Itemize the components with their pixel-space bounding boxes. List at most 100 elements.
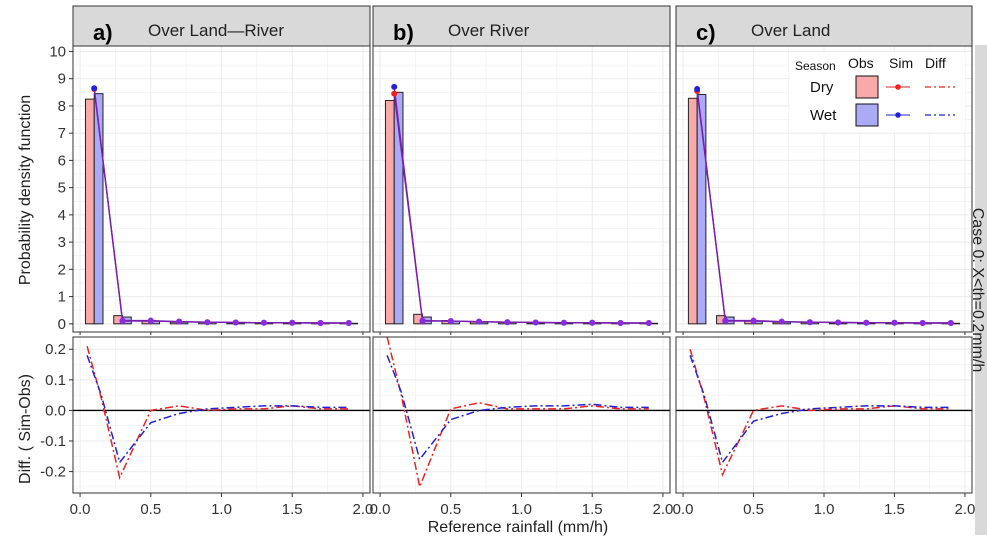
y-tick-label: 4	[58, 207, 66, 224]
sim-point-wet	[317, 320, 324, 327]
x-tick-label: 0.0	[370, 501, 391, 518]
diff-y-tick-label: -0.1	[40, 433, 66, 450]
diff-line-wet	[386, 355, 649, 461]
sim-line-wet	[393, 86, 649, 324]
sim-point-wet	[750, 318, 757, 325]
x-tick-label: 1.0	[511, 501, 532, 518]
panel-letter: c)	[696, 20, 716, 45]
bar-wet-obs	[696, 93, 707, 325]
diff-line-dry	[386, 336, 649, 490]
diff-line-dry	[86, 345, 349, 481]
x-tick-label: 1.0	[814, 501, 835, 518]
sim-point-wet	[694, 86, 701, 93]
panel-strip	[72, 5, 371, 47]
x-tick-label: 0.0	[70, 501, 91, 518]
diff-y-tick-label: 0.0	[45, 402, 66, 419]
x-tick-label: 2.0	[652, 501, 673, 518]
legend-sim-title: Sim	[889, 55, 913, 71]
sim-point-wet	[447, 318, 454, 325]
legend-wet-obs-key	[855, 103, 879, 127]
x-tick-label: 0.5	[440, 501, 461, 518]
x-tick-label: 2.0	[955, 501, 976, 518]
diff-y-tick-label: 0.1	[45, 372, 66, 389]
y-tick-label: 1	[58, 289, 66, 306]
y-tick-label: 8	[58, 98, 66, 115]
sim-point-wet	[391, 83, 398, 90]
y-tick-label: 3	[58, 234, 66, 251]
x-tick-label: 0.5	[140, 501, 161, 518]
sim-point-wet	[176, 318, 183, 325]
x-tick-label: 0.5	[743, 501, 764, 518]
legend-wet-label: Wet	[810, 107, 837, 124]
legend-diff-title: Diff	[925, 55, 946, 71]
diff-y-tick-label: 0.2	[45, 341, 66, 358]
sim-point-wet	[119, 318, 126, 325]
sim-point-wet	[232, 319, 239, 326]
sim-point-wet	[147, 318, 154, 325]
y-tick-label: 10	[49, 43, 66, 60]
x-tick-label: 1.0	[211, 501, 232, 518]
x-tick-label: 0.0	[673, 501, 694, 518]
sim-line-wet	[696, 88, 951, 324]
legend-dry-label: Dry	[810, 79, 834, 96]
sim-point-wet	[532, 319, 539, 326]
panel-1: a) Over Land—River 0.0 0.5 1.0 1.5 2.0 0 1 2 3 4 5 6 7…	[40, 5, 373, 518]
panel-title: Over River	[448, 21, 530, 40]
sim-point-wet	[835, 319, 842, 326]
x-tick-label: 1.5	[282, 501, 303, 518]
legend-season-title: Season	[795, 59, 836, 73]
diff-y-tick-label: -0.2	[40, 464, 66, 481]
bar-dry-obs	[84, 98, 95, 325]
sim-point-wet	[863, 319, 870, 326]
panel-letter: a)	[93, 20, 113, 45]
y-axis-label-bottom: Diff. ( Sim-Obs)	[17, 374, 34, 484]
sim-point-wet	[722, 318, 729, 325]
legend: Season Obs Sim Diff Dry Wet	[790, 52, 965, 132]
sim-point-wet	[589, 319, 596, 326]
diff-line-wet	[689, 355, 951, 465]
right-strip-label: Case 0: X<th=0.2mm/h	[969, 208, 986, 373]
right-strip: Case 0: X<th=0.2mm/h	[969, 45, 987, 535]
panel-2: b) Over River 0.0 0.5 1.0 1.5 2.0	[370, 5, 673, 518]
legend-obs-title: Obs	[848, 55, 874, 71]
sim-point-wet	[504, 319, 511, 326]
y-tick-label: 5	[58, 180, 66, 197]
sim-point-wet	[947, 320, 954, 327]
sim-point-wet	[806, 319, 813, 326]
sim-point-wet	[476, 318, 483, 325]
bar-wet-obs	[93, 93, 104, 325]
bar-dry-obs	[687, 97, 698, 325]
y-tick-label: 6	[58, 152, 66, 169]
y-tick-label: 0	[58, 316, 66, 333]
bar-wet-obs	[393, 91, 404, 325]
legend-dry-sim-point	[895, 84, 901, 90]
sim-point-wet	[778, 318, 785, 325]
sim-point-wet	[260, 319, 267, 326]
sim-point-wet	[345, 320, 352, 327]
sim-point-wet	[204, 319, 211, 326]
panel-title: Over Land—River	[148, 21, 284, 40]
x-axis-label: Reference rainfall (mm/h)	[428, 519, 609, 536]
sim-point-wet	[560, 319, 567, 326]
panel-letter: b)	[393, 20, 414, 45]
sim-line-wet	[93, 88, 349, 324]
sim-point-wet	[419, 318, 426, 325]
y-tick-label: 2	[58, 261, 66, 278]
sim-point-wet	[617, 320, 624, 327]
y-tick-label: 7	[58, 125, 66, 142]
y-tick-label: 9	[58, 71, 66, 88]
sim-point-wet	[91, 85, 98, 92]
sim-point-wet	[919, 320, 926, 327]
sim-point-wet	[289, 319, 296, 326]
x-tick-label: 1.5	[582, 501, 603, 518]
legend-dry-obs-key	[855, 75, 879, 99]
x-tick-label: 2.0	[352, 501, 373, 518]
sim-point-wet	[891, 319, 898, 326]
diff-line-wet	[86, 355, 349, 465]
x-tick-label: 1.5	[884, 501, 905, 518]
sim-point-dry	[391, 90, 398, 97]
sim-point-wet	[645, 320, 652, 327]
bar-dry-obs	[384, 99, 395, 325]
